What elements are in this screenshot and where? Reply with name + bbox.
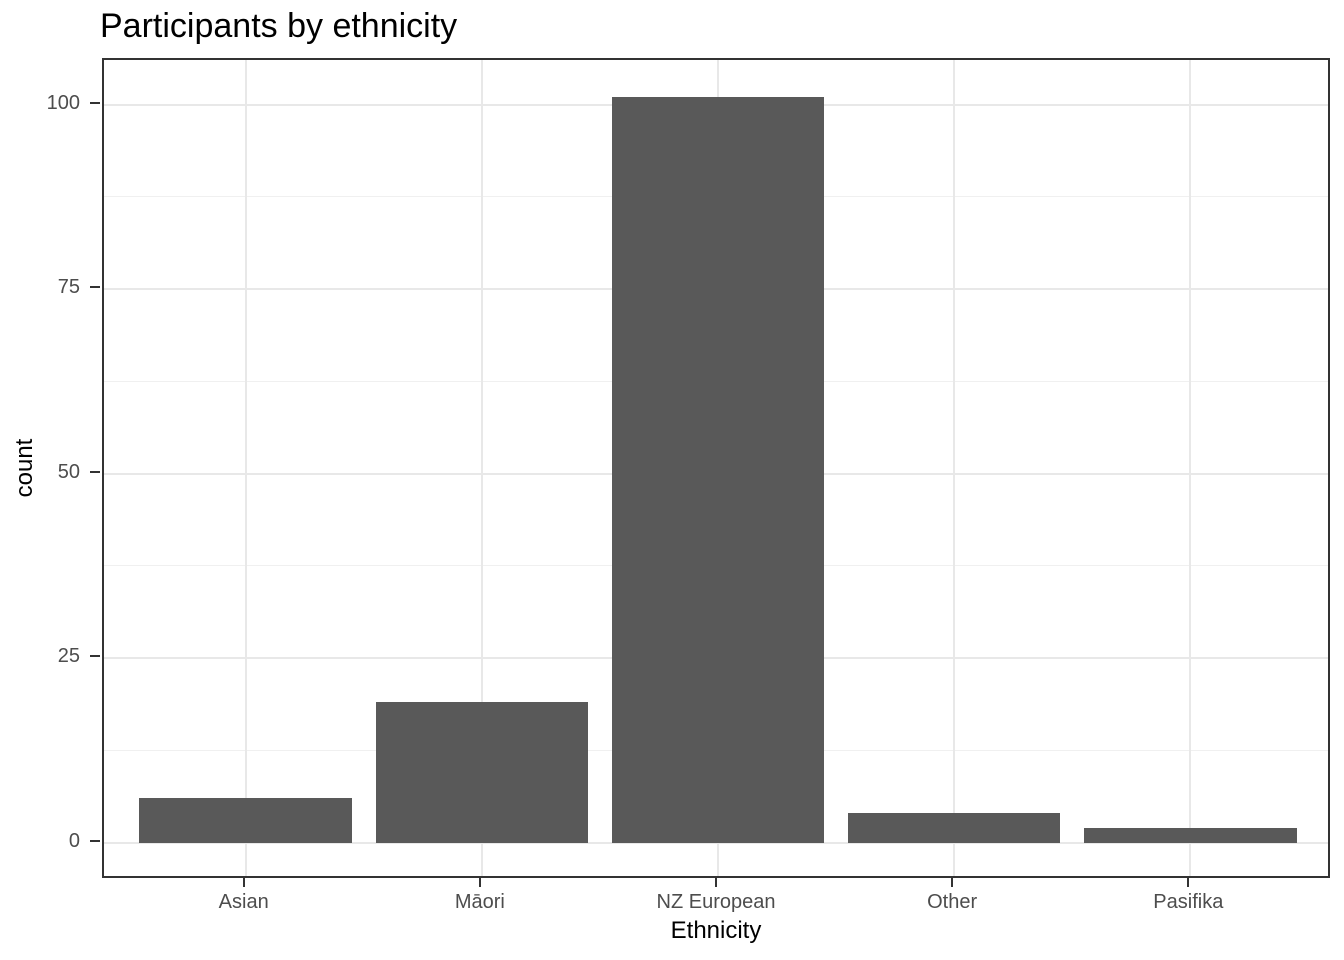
plot-panel — [102, 58, 1330, 878]
x-tick-mark — [478, 878, 481, 887]
x-axis-title: Ethnicity — [670, 917, 762, 944]
bar-asian — [139, 798, 352, 843]
x-tick-mark — [715, 878, 717, 887]
y-tick-label: 75 — [57, 276, 80, 299]
gridline-major-vertical — [244, 60, 247, 876]
bar-other — [847, 813, 1061, 843]
x-tick-label: Asian — [218, 891, 269, 913]
x-tick-label: Māori — [454, 891, 505, 913]
y-tick-mark — [90, 655, 100, 658]
y-tick-label: 100 — [46, 91, 80, 114]
x-tick-label: Other — [927, 891, 978, 913]
gridline-major-horizontal — [104, 841, 1328, 844]
y-tick-mark — [90, 839, 100, 842]
x-tick-label: NZ European — [656, 891, 776, 913]
gridline-major-vertical — [1189, 60, 1192, 876]
y-tick-mark — [90, 101, 100, 104]
x-tick-label: Pasifika — [1153, 891, 1224, 913]
x-tick-mark — [1187, 878, 1190, 887]
x-tick-mark — [242, 878, 245, 887]
bar-m-ori — [375, 702, 589, 843]
y-tick-label: 25 — [57, 645, 80, 668]
gridline-major-vertical — [480, 60, 483, 876]
y-tick-mark — [90, 286, 100, 289]
y-tick-mark — [90, 470, 100, 473]
bar-nz-european — [611, 97, 825, 843]
y-tick-label: 50 — [57, 460, 80, 483]
gridline-major-vertical — [953, 60, 956, 876]
y-tick-label: 0 — [68, 829, 80, 852]
x-tick-mark — [951, 878, 954, 887]
chart-title: Participants by ethnicity — [100, 7, 458, 45]
bar-pasifika — [1084, 827, 1297, 843]
